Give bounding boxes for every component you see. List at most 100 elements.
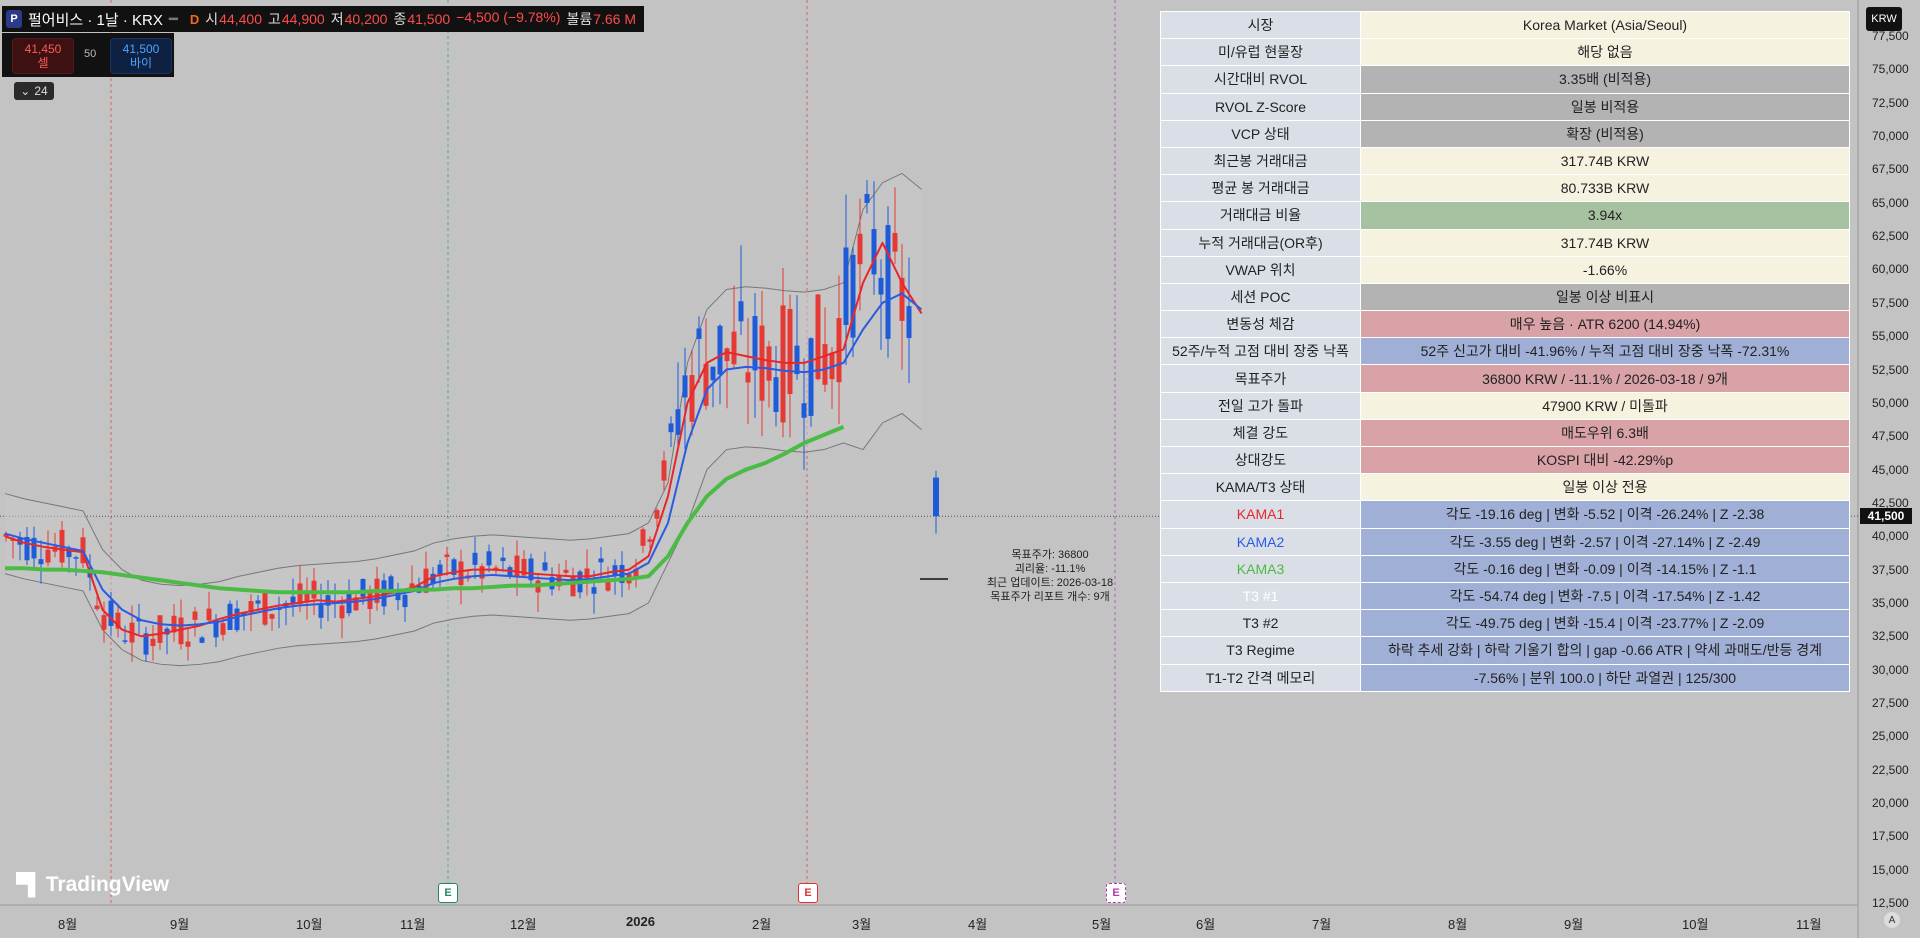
table-row: KAMA2 각도 -3.55 deg | 변화 -2.57 | 이격 -27.14… (1160, 527, 1850, 556)
envelope-upper (4, 172, 922, 587)
candle-body (780, 305, 786, 423)
sell-button[interactable]: 41,450 셀 (12, 38, 74, 74)
time-axis-label: 9월 (1564, 917, 1584, 932)
candle-body (864, 194, 870, 203)
time-axis-label: 10월 (296, 917, 323, 932)
candle-body (94, 605, 100, 610)
candle-body (493, 567, 499, 570)
indicator-toggle-button[interactable]: ⌄ 24 (14, 82, 54, 100)
table-value: 각도 -54.74 deg | 변화 -7.5 | 이격 -17.54% | Z… (1360, 581, 1850, 611)
table-value: -1.66% (1360, 255, 1850, 284)
candle-body (703, 363, 709, 406)
candle-body (647, 539, 653, 542)
candle-body (3, 533, 9, 537)
candle-body (213, 619, 219, 638)
ohlc-high: 고44,900 (268, 11, 325, 27)
price-axis-label: 52,500 (1872, 362, 1909, 377)
table-value: 매우 높음 · ATR 6200 (14.94%) (1360, 310, 1850, 339)
candle-body (395, 590, 401, 601)
candle-body (528, 558, 534, 581)
time-axis-label: 11월 (1796, 917, 1822, 932)
buy-button[interactable]: 41,500 바이 (110, 38, 172, 74)
price-axis-label: 22,500 (1872, 762, 1909, 777)
table-value: 3.94x (1360, 201, 1850, 230)
earnings-event-badge[interactable]: E (1106, 883, 1126, 903)
table-value: Korea Market (Asia/Seoul) (1360, 10, 1850, 40)
table-value: 일봉 이상 전용 (1360, 473, 1850, 502)
time-axis-label: 3월 (852, 917, 872, 932)
candle-body (500, 557, 506, 562)
candle-body (241, 612, 247, 616)
table-value: 하락 추세 강화 | 하락 기울기 합의 | gap -0.66 ATR | 약… (1360, 636, 1850, 665)
earnings-event-badge[interactable]: E (798, 883, 818, 903)
table-key: 거래대금 비율 (1160, 201, 1361, 230)
table-row: KAMA1 각도 -19.16 deg | 변화 -5.52 | 이격 -26.2… (1160, 500, 1850, 529)
price-axis-label: 62,500 (1872, 229, 1909, 244)
candle-body (269, 614, 275, 619)
auto-scale-button[interactable]: A (1884, 912, 1900, 928)
candle-body (563, 569, 569, 573)
table-value: 80.733B KRW (1360, 174, 1850, 203)
table-value: 각도 -19.16 deg | 변화 -5.52 | 이격 -26.24% | … (1360, 500, 1850, 529)
currency-button[interactable]: KRW (1866, 7, 1902, 31)
symbol-title[interactable]: 펄어비스 · 1날 · KRX (28, 11, 163, 29)
table-row: 체결 강도 매도우위 6.3배 (1160, 418, 1850, 448)
table-value: KOSPI 대비 -42.29%p (1360, 445, 1850, 475)
candle-body (598, 558, 604, 563)
table-value: 36800 KRW / -11.1% / 2026-03-18 / 9개 (1360, 364, 1850, 393)
table-row: T3 #2 각도 -49.75 deg | 변화 -15.4 | 이격 -23.7… (1160, 609, 1850, 638)
candle-body (115, 612, 121, 629)
price-axis-label: 32,500 (1872, 629, 1909, 644)
table-key: 52주/누적 고점 대비 장중 낙폭 (1160, 337, 1361, 366)
candle-body (570, 576, 576, 597)
earnings-event-badge[interactable]: E (438, 883, 458, 903)
candle-body (668, 423, 674, 433)
table-key: 시장 (1160, 10, 1361, 40)
table-row: 누적 거래대금(OR후) 317.74B KRW (1160, 228, 1850, 257)
candle-body (584, 568, 590, 579)
table-row: 시간대비 RVOL 3.35배 (비적용) (1160, 65, 1850, 94)
candle-body (339, 605, 345, 619)
candle-body (605, 578, 611, 591)
price-axis-label: 35,000 (1872, 595, 1909, 610)
price-axis-label: 77,500 (1872, 29, 1909, 43)
symbol-header[interactable]: P 펄어비스 · 1날 · KRX ━ D 시44,400 고44,900 저4… (2, 6, 645, 32)
table-value: 확장 (비적용) (1360, 119, 1850, 148)
table-row: 변동성 체감 매우 높음 · ATR 6200 (14.94%) (1160, 310, 1850, 339)
price-axis-label: 40,000 (1872, 529, 1909, 544)
candle-body (689, 375, 695, 422)
candle-body (612, 565, 618, 576)
candle-body (717, 325, 723, 375)
candle-body (122, 640, 128, 642)
table-key: 세션 POC (1160, 282, 1361, 312)
candle-body (234, 608, 240, 631)
candle-body (661, 460, 667, 481)
candle-body (710, 366, 716, 381)
time-axis-label: 7월 (1312, 917, 1332, 932)
table-value: 3.35배 (비적용) (1360, 65, 1850, 94)
table-row: 평균 봉 거래대금 80.733B KRW (1160, 174, 1850, 203)
candle-body (731, 331, 737, 365)
candle-body (185, 641, 191, 647)
candle-body (514, 555, 520, 578)
logo-text: TradingView (45, 873, 170, 896)
trade-panel: 41,450 셀 50 41,500 바이 (2, 33, 174, 77)
tradingview-logo[interactable]: ▀▌ TradingView (16, 873, 169, 897)
candle-body (451, 559, 457, 575)
candle-body (178, 617, 184, 645)
table-row: 상대강도 KOSPI 대비 -42.29%p (1160, 445, 1850, 475)
price-axis-label: 45,000 (1872, 462, 1909, 477)
candle-body (682, 375, 688, 398)
table-value: 일봉 이상 비표시 (1360, 282, 1850, 312)
ohlc-close: 종41,500 (393, 11, 451, 27)
table-value: -7.56% | 분위 100.0 | 하단 과열권 | 125/300 (1360, 663, 1850, 692)
candle-body (640, 529, 646, 546)
candle-body (304, 593, 310, 602)
time-axis-label: 6월 (1196, 917, 1216, 932)
candle-body (787, 308, 793, 394)
envelope-lower (4, 412, 922, 667)
candle-body (696, 328, 702, 339)
price-axis-label: 60,000 (1872, 262, 1909, 277)
candle-body (311, 580, 317, 599)
candle-body (654, 510, 660, 519)
